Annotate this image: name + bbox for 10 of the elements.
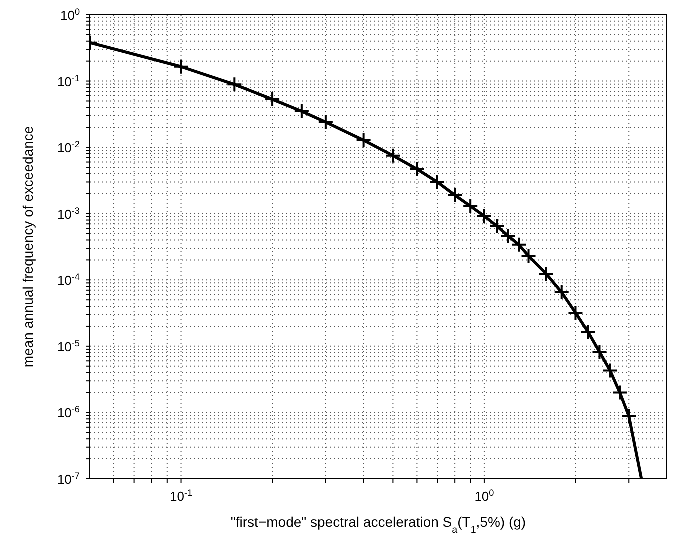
y-axis-title: mean annual frequency of exceedance: [20, 126, 36, 368]
y-tick-label: 10$^{-2}$: [57, 140, 80, 156]
y-tick-label: 10$^{-7}$: [57, 471, 80, 487]
y-tick-label: 10$^{-1}$: [57, 73, 80, 90]
x-axis-title: "first−mode" spectral acceleration S$_{a}$(T$_{1}$,5%) (g): [230, 514, 526, 536]
y-tick-label: 10$^{0}$: [60, 7, 80, 23]
y-tick-label: 10$^{-5}$: [57, 338, 80, 354]
y-tick-label: 10$^{-4}$: [57, 272, 80, 288]
y-tick-label: 10$^{-3}$: [57, 206, 80, 222]
y-tick-label: 10$^{-6}$: [57, 404, 80, 421]
